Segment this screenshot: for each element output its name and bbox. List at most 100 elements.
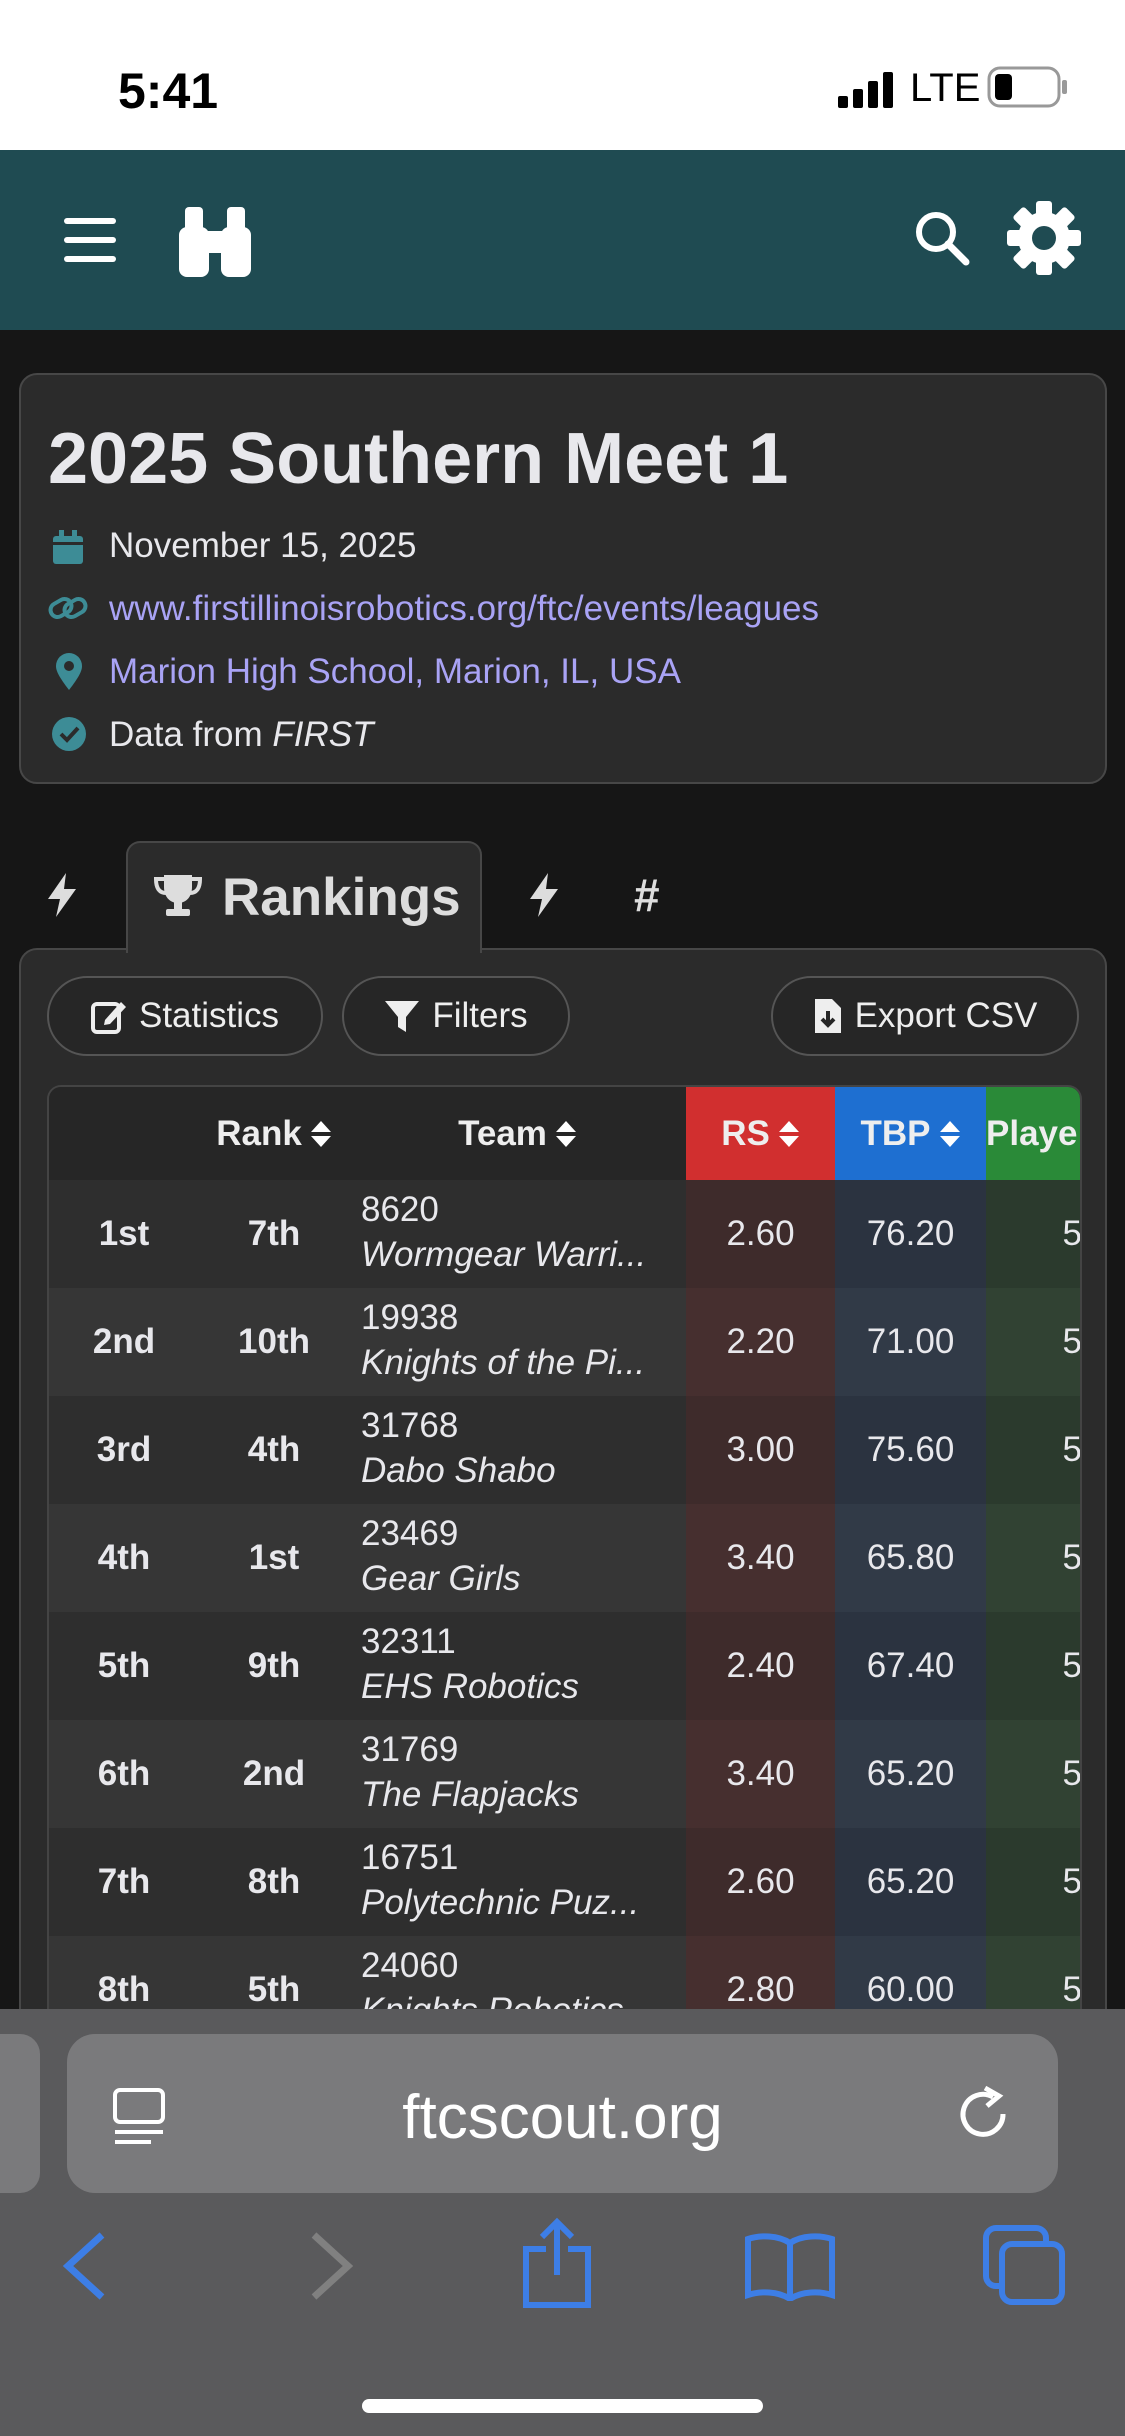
column-header[interactable]: RS xyxy=(686,1087,835,1180)
cell: 5 xyxy=(986,1396,1080,1504)
address-bar[interactable]: ftcscout.org xyxy=(67,2034,1058,2193)
data-source: Data from FIRST xyxy=(109,715,374,755)
bookmarks-button[interactable] xyxy=(744,2231,836,2301)
cell: 5 xyxy=(986,1612,1080,1720)
cell: 4th xyxy=(247,1430,301,1469)
cell: 7th xyxy=(247,1214,301,1253)
filters-button[interactable]: Filters xyxy=(342,976,570,1056)
tab-rankings[interactable]: Rankings xyxy=(126,841,482,953)
edit-icon xyxy=(90,1002,126,1034)
team-number[interactable]: 31769 xyxy=(361,1730,459,1769)
team-number[interactable]: 32311 xyxy=(361,1622,456,1661)
search-button[interactable] xyxy=(914,210,970,266)
home-indicator xyxy=(362,2399,763,2413)
cell: 71.00 xyxy=(835,1288,986,1396)
team-name[interactable]: The Flapjacks xyxy=(361,1775,579,1814)
cell: 5th xyxy=(247,1970,301,2009)
button-label: Statistics xyxy=(138,996,280,1035)
cell: 65.20 xyxy=(835,1828,986,1936)
event-card: 2025 Southern Meet 1 November 15, 2025 w… xyxy=(19,373,1107,784)
cell: 5 xyxy=(986,1288,1080,1396)
team-name[interactable]: Polytechnic Puz... xyxy=(361,1883,640,1922)
previous-tab[interactable] xyxy=(0,2034,40,2193)
trophy-icon xyxy=(154,875,202,916)
tab-matches[interactable] xyxy=(46,873,78,917)
sort-icon xyxy=(555,1120,576,1147)
cell: 9th xyxy=(247,1646,301,1685)
forward-button[interactable] xyxy=(306,2231,356,2301)
team-number[interactable]: 8620 xyxy=(361,1190,439,1229)
event-date: November 15, 2025 xyxy=(109,526,417,565)
column-header[interactable]: Team xyxy=(349,1087,686,1180)
cell: 5 xyxy=(986,1180,1080,1288)
calendar-icon xyxy=(53,530,83,564)
team-number[interactable]: 19938 xyxy=(361,1298,459,1337)
cell: 7th xyxy=(97,1862,151,1901)
tab-insights[interactable] xyxy=(528,873,560,917)
filter-icon xyxy=(385,1001,420,1032)
column-header[interactable]: Playe xyxy=(986,1087,1080,1180)
export-button[interactable]: Export CSV xyxy=(771,976,1079,1056)
cell: 2.40 xyxy=(686,1612,835,1720)
tab-teams[interactable]: # xyxy=(634,869,660,921)
cell: 6th xyxy=(97,1754,151,1793)
cell: 67.40 xyxy=(835,1612,986,1720)
button-label: Filters xyxy=(432,996,528,1035)
team-name[interactable]: Gear Girls xyxy=(361,1559,521,1598)
source-name: FIRST xyxy=(272,715,374,754)
tab-label: Rankings xyxy=(222,868,461,927)
cell: 65.80 xyxy=(835,1504,986,1612)
team-number[interactable]: 24060 xyxy=(361,1946,459,1985)
header-label: RS xyxy=(721,1113,770,1153)
team-number[interactable]: 31768 xyxy=(361,1406,459,1445)
cell: 2nd xyxy=(92,1322,156,1361)
team-number[interactable]: 16751 xyxy=(361,1838,459,1877)
reload-icon[interactable] xyxy=(955,2084,1015,2144)
header-label: Playe xyxy=(986,1113,1078,1153)
cell: 10th xyxy=(238,1322,310,1361)
status-bar: 5:41 LTE xyxy=(0,0,1125,150)
settings-button[interactable] xyxy=(1006,200,1082,276)
share-button[interactable] xyxy=(520,2217,594,2309)
app-header xyxy=(0,150,1125,330)
cell: 1st xyxy=(248,1538,300,1577)
team-name[interactable]: Knights of the Pi... xyxy=(361,1343,646,1382)
cell: 5 xyxy=(986,1720,1080,1828)
check-icon xyxy=(52,717,86,751)
event-website[interactable]: www.firstillinoisrobotics.org/ftc/events… xyxy=(109,589,820,628)
cell: 8th xyxy=(97,1970,151,2009)
rankings-table: Rank Team RS TBP Playe 1st 7th 8620 Wormgear War… xyxy=(47,1085,1082,2011)
cell: 5 xyxy=(986,1504,1080,1612)
cell: 4th xyxy=(97,1538,151,1577)
team-name[interactable]: Wormgear Warri... xyxy=(361,1235,647,1274)
header-label: Rank xyxy=(216,1113,302,1153)
column-header[interactable]: TBP xyxy=(835,1087,986,1180)
header-label: TBP xyxy=(860,1113,931,1153)
sort-icon xyxy=(939,1120,960,1147)
link-icon xyxy=(48,597,88,619)
event-location[interactable]: Marion High School, Marion, IL, USA xyxy=(109,652,681,691)
file-icon xyxy=(814,999,841,1033)
cell: 8th xyxy=(247,1862,301,1901)
back-button[interactable] xyxy=(60,2231,110,2301)
reader-icon xyxy=(113,2088,165,2144)
tabs-button[interactable] xyxy=(982,2224,1068,2308)
cell: 5th xyxy=(97,1646,151,1685)
team-number[interactable]: 23469 xyxy=(361,1514,459,1553)
logo-binoculars[interactable] xyxy=(177,205,253,277)
cell: 2nd xyxy=(242,1754,306,1793)
cell: 3.40 xyxy=(686,1504,835,1612)
location-icon xyxy=(56,653,82,690)
menu-button[interactable] xyxy=(64,216,116,264)
statistics-button[interactable]: Statistics xyxy=(47,976,323,1056)
cell: 2.60 xyxy=(686,1828,835,1936)
team-name[interactable]: EHS Robotics xyxy=(361,1667,579,1706)
signal-icon xyxy=(838,72,893,108)
team-name[interactable]: Dabo Shabo xyxy=(361,1451,556,1490)
cell: 3.40 xyxy=(686,1720,835,1828)
header-label: Team xyxy=(458,1113,547,1153)
source-prefix: Data from xyxy=(109,715,263,754)
column-header[interactable]: Rank xyxy=(199,1087,349,1180)
team-name[interactable]: Knights Robotics xyxy=(361,1991,624,2011)
